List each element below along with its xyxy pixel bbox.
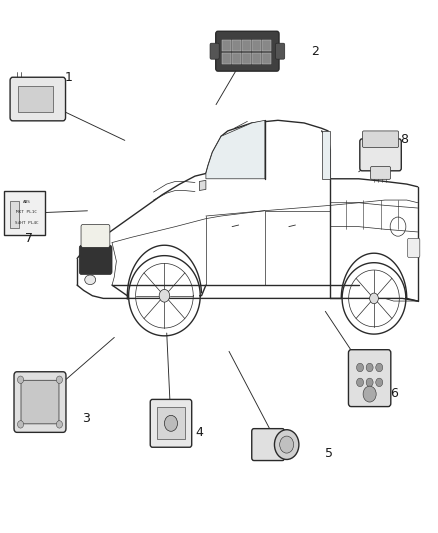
Text: 3: 3	[82, 411, 90, 424]
FancyBboxPatch shape	[349, 350, 391, 407]
FancyBboxPatch shape	[79, 245, 112, 274]
Bar	[262, 53, 271, 63]
FancyBboxPatch shape	[14, 372, 66, 432]
Text: 7: 7	[25, 232, 33, 245]
Ellipse shape	[85, 275, 95, 285]
FancyBboxPatch shape	[252, 429, 285, 461]
Bar	[242, 53, 251, 63]
FancyBboxPatch shape	[81, 224, 110, 247]
Circle shape	[164, 415, 177, 431]
FancyBboxPatch shape	[360, 139, 401, 171]
Circle shape	[57, 421, 63, 428]
Circle shape	[57, 376, 63, 383]
Polygon shape	[199, 180, 206, 190]
Bar	[232, 41, 241, 51]
Circle shape	[159, 289, 170, 302]
Bar	[222, 53, 231, 63]
Bar	[242, 41, 251, 51]
Bar	[232, 53, 241, 63]
Bar	[262, 41, 271, 51]
FancyBboxPatch shape	[210, 43, 219, 59]
Text: 2: 2	[311, 45, 319, 58]
Bar	[252, 53, 261, 63]
Polygon shape	[321, 131, 330, 179]
Circle shape	[366, 364, 373, 372]
Bar	[222, 41, 231, 51]
Text: 5: 5	[325, 447, 333, 460]
Circle shape	[18, 376, 24, 383]
FancyBboxPatch shape	[21, 380, 59, 424]
Text: ABS: ABS	[23, 200, 31, 204]
FancyBboxPatch shape	[408, 238, 420, 257]
Text: 6: 6	[391, 386, 399, 400]
Text: 4: 4	[195, 426, 203, 439]
FancyBboxPatch shape	[157, 407, 185, 439]
Text: MKT PL1C: MKT PL1C	[16, 211, 37, 214]
Circle shape	[280, 436, 293, 453]
FancyBboxPatch shape	[362, 131, 399, 148]
Circle shape	[366, 378, 373, 386]
FancyBboxPatch shape	[371, 166, 391, 179]
Polygon shape	[206, 120, 265, 179]
FancyBboxPatch shape	[150, 399, 192, 447]
FancyBboxPatch shape	[4, 191, 45, 236]
Circle shape	[376, 364, 383, 372]
Circle shape	[357, 364, 364, 372]
Circle shape	[275, 430, 299, 459]
FancyBboxPatch shape	[10, 201, 19, 228]
Text: 8: 8	[401, 133, 409, 147]
Circle shape	[18, 421, 24, 428]
Circle shape	[363, 386, 376, 402]
Text: S4HT PL4C: S4HT PL4C	[15, 221, 39, 225]
FancyBboxPatch shape	[18, 86, 53, 112]
Circle shape	[370, 293, 378, 304]
Circle shape	[357, 378, 364, 386]
FancyBboxPatch shape	[216, 31, 279, 71]
Circle shape	[376, 378, 383, 386]
Bar	[252, 41, 261, 51]
FancyBboxPatch shape	[10, 77, 66, 121]
FancyBboxPatch shape	[276, 43, 285, 59]
Text: 1: 1	[64, 71, 72, 84]
